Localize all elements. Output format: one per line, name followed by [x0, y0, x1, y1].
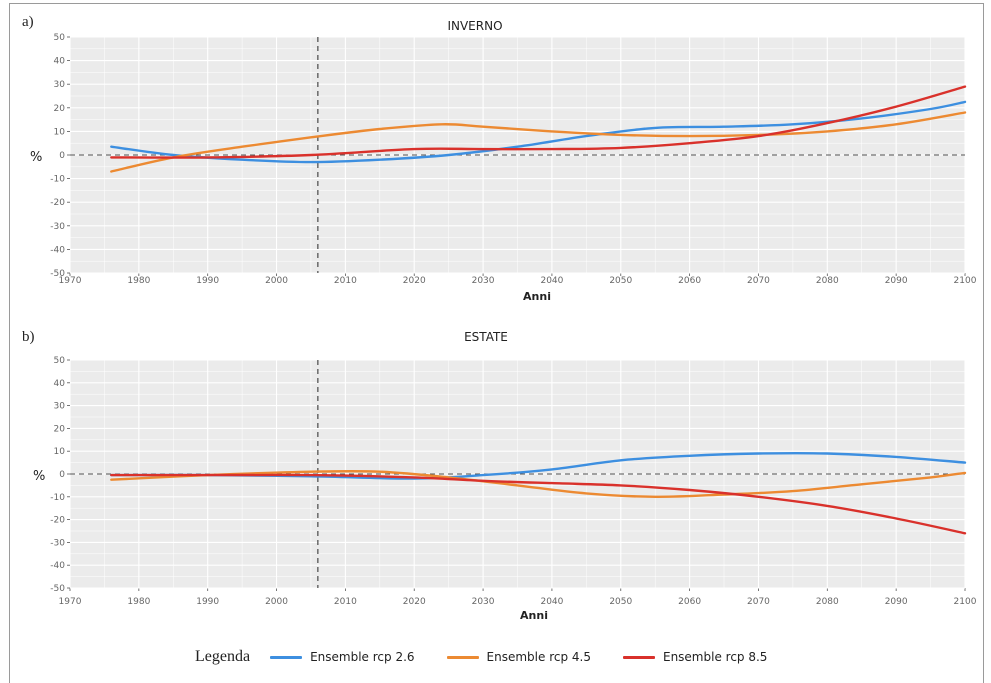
y-tick-label: -20	[50, 198, 65, 208]
x-tick-label: 1970	[59, 276, 82, 286]
y-tick-label: 30	[54, 402, 66, 412]
x-tick-label: 2010	[334, 597, 357, 607]
y-tick-label: -20	[50, 516, 65, 526]
x-tick-label: 2090	[885, 276, 908, 286]
series-line-rcp45	[110, 469, 967, 499]
x-tick-label: 2060	[678, 276, 701, 286]
y-tick-label: 10	[54, 447, 66, 457]
x-tick-label: 2090	[885, 597, 908, 607]
series-line-rcp45	[110, 111, 967, 173]
x-tick-label: 1980	[127, 276, 150, 286]
series-line-rcp85	[110, 85, 967, 159]
panel-b-title: ESTATE	[464, 330, 508, 344]
y-tick-label: -10	[50, 175, 65, 185]
legend-item-rcp26: Ensemble rcp 2.6	[270, 650, 415, 664]
x-tick-label: 2020	[403, 597, 426, 607]
panel-b-letter: b)	[22, 329, 35, 345]
panel-a-x-label: Anni	[523, 290, 551, 303]
panel-a-title: INVERNO	[447, 19, 503, 33]
x-tick-label: 2080	[816, 276, 839, 286]
x-tick-label: 2080	[816, 597, 839, 607]
x-tick-label: 2040	[540, 276, 563, 286]
y-tick-label: 10	[54, 127, 66, 137]
legend-title: Legenda	[195, 648, 251, 665]
x-tick-label: 1970	[59, 597, 82, 607]
x-tick-label: 2040	[540, 597, 563, 607]
legend-label-rcp26: Ensemble rcp 2.6	[310, 650, 415, 664]
x-tick-label: 2050	[609, 597, 632, 607]
x-tick-label: 2070	[747, 276, 770, 286]
x-tick-label: 2100	[954, 276, 977, 286]
y-tick-label: 0	[59, 470, 65, 480]
y-tick-label: 20	[54, 424, 66, 434]
y-tick-label: 50	[54, 356, 66, 366]
x-tick-label: 2050	[609, 276, 632, 286]
series-line-rcp26	[110, 100, 967, 164]
legend-swatch-rcp26	[270, 655, 303, 659]
y-tick-label: -40	[50, 561, 65, 571]
legend-swatch-rcp85	[622, 655, 655, 659]
legend-item-rcp45: Ensemble rcp 4.5	[446, 650, 591, 664]
x-tick-label: 2010	[334, 276, 357, 286]
x-tick-label: 2000	[265, 597, 288, 607]
y-tick-label: -50	[50, 269, 65, 279]
x-tick-label: 2030	[472, 597, 495, 607]
x-tick-label: 2060	[678, 597, 701, 607]
y-tick-label: -30	[50, 538, 65, 548]
x-tick-label: 2070	[747, 597, 770, 607]
legend-label-rcp85: Ensemble rcp 8.5	[662, 650, 768, 664]
panel-b-y-label: %	[33, 469, 46, 484]
figure-frame	[9, 3, 984, 683]
x-tick-label: 2030	[472, 276, 495, 286]
panel-a-plot: 1970 1980 1990 2000 2010 2020 2030 2040 2050 2060…	[50, 33, 976, 286]
x-tick-label: 1980	[127, 597, 150, 607]
panel-b-plot: 1970 1980 1990 2000 2010 2020 2030 2040 2050 2060…	[50, 356, 976, 607]
legend: Legenda Ensemble rcp 2.6 Ensemble rcp 4.…	[195, 646, 799, 668]
y-tick-label: 0	[59, 151, 65, 161]
legend-label-rcp45: Ensemble rcp 4.5	[486, 650, 591, 664]
panel-b-x-label: Anni	[520, 609, 548, 622]
x-tick-label: 2100	[954, 597, 977, 607]
y-tick-label: 20	[54, 104, 66, 114]
y-tick-label: -50	[50, 584, 65, 594]
y-tick-label: 40	[54, 379, 66, 389]
y-tick-label: -40	[50, 245, 65, 255]
y-tick-label: 50	[54, 33, 66, 43]
x-tick-label: 1990	[196, 597, 219, 607]
x-tick-label: 2020	[403, 276, 426, 286]
panel-a-letter: a)	[22, 14, 34, 30]
panel-a-y-label: %	[30, 150, 43, 165]
y-tick-label: -30	[50, 222, 65, 232]
series-line-rcp85	[110, 473, 967, 535]
y-tick-label: 40	[54, 57, 66, 67]
legend-item-rcp85: Ensemble rcp 8.5	[622, 650, 768, 664]
x-tick-label: 2000	[265, 276, 288, 286]
y-tick-label: 30	[54, 80, 66, 90]
legend-swatch-rcp45	[446, 655, 479, 659]
y-tick-label: -10	[50, 493, 65, 503]
x-tick-label: 1990	[196, 276, 219, 286]
